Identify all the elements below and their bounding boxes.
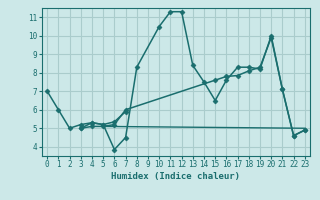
X-axis label: Humidex (Indice chaleur): Humidex (Indice chaleur) — [111, 172, 241, 181]
